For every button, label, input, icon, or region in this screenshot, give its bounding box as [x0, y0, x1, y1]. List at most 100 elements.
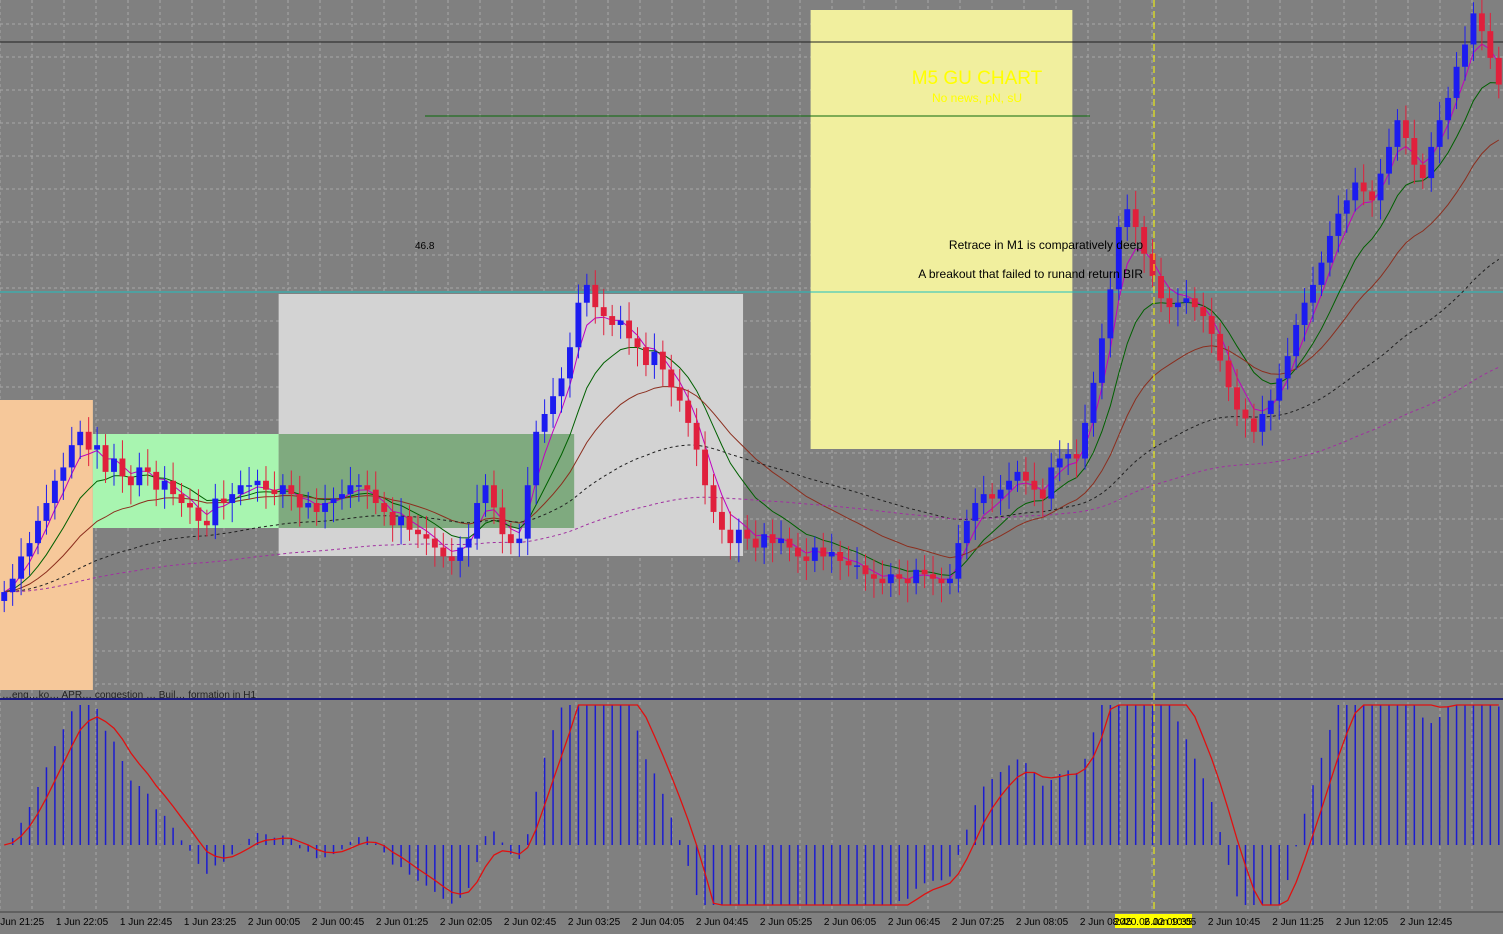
- candle: [1318, 251, 1325, 297]
- candle: [735, 518, 742, 563]
- candle-body: [1141, 227, 1148, 254]
- candle: [702, 431, 709, 505]
- candle-body: [575, 302, 582, 348]
- candle-body: [1293, 324, 1300, 357]
- candle-body: [1098, 338, 1105, 383]
- candle: [482, 474, 489, 517]
- candle-body: [305, 503, 312, 508]
- candle: [1174, 288, 1181, 327]
- candle-body: [1487, 31, 1494, 58]
- candle-body: [212, 498, 219, 526]
- candle: [1014, 460, 1021, 492]
- candle: [1006, 462, 1012, 509]
- candle: [18, 538, 25, 596]
- candle: [77, 420, 84, 459]
- candle: [1022, 457, 1029, 495]
- candle: [1386, 128, 1392, 185]
- candle-body: [474, 503, 481, 539]
- candle: [769, 519, 776, 563]
- candle-body: [254, 480, 261, 486]
- candle-body: [1, 592, 8, 601]
- x-tick-label: 2 Jun 04:05: [632, 917, 685, 928]
- candle: [904, 560, 911, 603]
- candle: [718, 497, 725, 544]
- candle: [423, 515, 430, 556]
- candle-body: [1158, 276, 1164, 299]
- candle-body: [203, 520, 210, 526]
- candle: [811, 536, 818, 573]
- candle: [533, 420, 540, 505]
- candle: [1124, 194, 1131, 241]
- x-tick-label: 2 Jun 02:45: [504, 917, 557, 928]
- candle-body: [567, 347, 573, 379]
- candle-body: [524, 485, 531, 539]
- candle-body: [111, 458, 117, 472]
- candle: [398, 498, 405, 545]
- candle-body: [1039, 489, 1046, 499]
- candle: [1082, 404, 1088, 470]
- candle-body: [339, 494, 345, 499]
- candle: [364, 470, 371, 509]
- candle-body: [533, 431, 540, 486]
- candle-body: [989, 494, 996, 499]
- candle-body: [1217, 333, 1224, 361]
- candle: [1073, 439, 1080, 478]
- annotation-retrace: Retrace in M1 is comparatively deep: [949, 238, 1143, 252]
- candle: [322, 484, 329, 529]
- candle: [1301, 288, 1308, 342]
- candle: [870, 559, 877, 598]
- candle: [271, 471, 278, 506]
- candle-body: [1495, 57, 1502, 85]
- candle-body: [794, 547, 801, 557]
- candle-body: [1453, 66, 1460, 98]
- candle: [609, 304, 616, 337]
- candle-body: [1107, 289, 1114, 339]
- candle-body: [1478, 13, 1485, 32]
- candle: [1048, 452, 1055, 510]
- candle-body: [94, 445, 101, 450]
- candle-body: [887, 574, 894, 584]
- overlapping-labels: …eng…ko… APR… congestion … Buil… formati…: [2, 690, 256, 701]
- yellow-zone: [810, 10, 1073, 449]
- x-tick-label: 2 Jun 03:25: [568, 917, 621, 928]
- candle: [296, 475, 303, 527]
- candle-body: [955, 543, 962, 579]
- candle-body: [1082, 422, 1088, 459]
- candle-body: [946, 578, 953, 584]
- candle: [1478, 0, 1485, 51]
- candle-body: [1191, 298, 1198, 308]
- x-tick-label: 2 Jun 11:25: [1272, 917, 1324, 928]
- candle-body: [769, 534, 776, 544]
- candle-body: [288, 485, 295, 495]
- candle: [1470, 2, 1477, 61]
- candle-body: [930, 574, 936, 579]
- candle: [1453, 52, 1460, 110]
- candle: [1242, 398, 1249, 438]
- candle-body: [1234, 387, 1240, 410]
- candle-body: [1124, 209, 1131, 228]
- candle-body: [980, 494, 987, 504]
- candle: [550, 377, 557, 428]
- candle: [440, 532, 447, 568]
- candle: [1234, 369, 1240, 427]
- candle-body: [1014, 471, 1021, 481]
- candle: [339, 479, 345, 510]
- candle: [254, 469, 261, 502]
- candle: [127, 465, 134, 505]
- candle-body: [229, 494, 236, 504]
- crosshair-time-box: [1115, 914, 1192, 928]
- candle: [1, 580, 8, 613]
- x-tick-label: 2 Jun 01:25: [376, 917, 429, 928]
- candle: [372, 471, 379, 515]
- candle: [803, 538, 810, 581]
- candle: [415, 515, 421, 548]
- candle-body: [364, 485, 371, 490]
- candle: [1462, 26, 1468, 81]
- candle-body: [389, 511, 396, 526]
- candle-body: [271, 489, 278, 495]
- x-tick-label: 2 Jun 12:45: [1400, 917, 1453, 928]
- candle: [617, 305, 624, 339]
- candle-body: [862, 565, 869, 575]
- candle: [651, 333, 658, 379]
